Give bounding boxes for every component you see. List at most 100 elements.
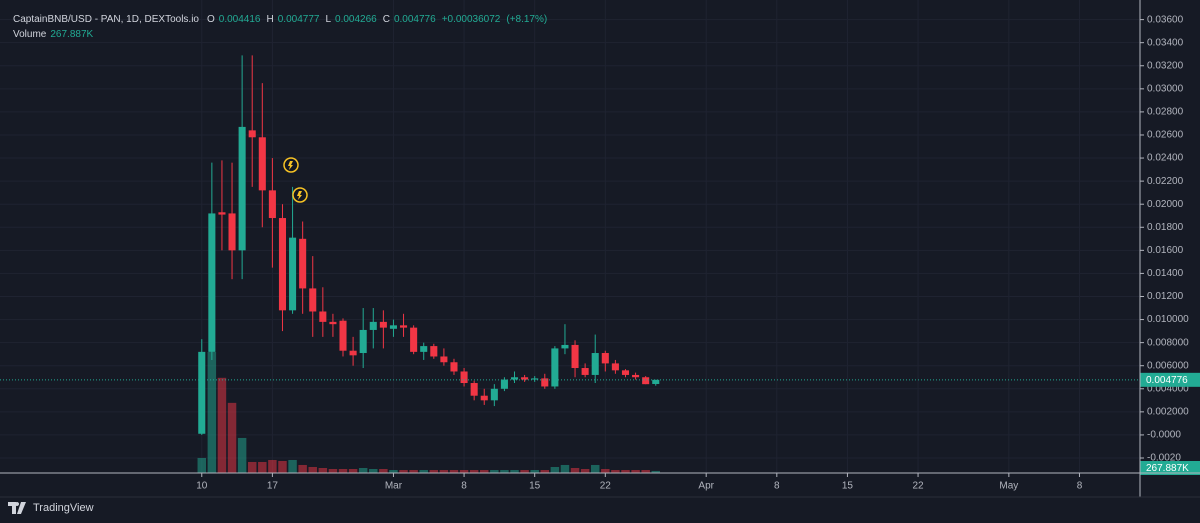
volume-bar [318, 467, 328, 473]
x-tick-label: 15 [529, 481, 541, 492]
y-tick-label: 0.03400 [1147, 37, 1184, 48]
y-tick-label: 0.01800 [1147, 222, 1184, 233]
logo [8, 502, 26, 514]
volume-bar [651, 470, 660, 473]
x-tick-label: Apr [698, 481, 714, 492]
y-tick-label: 0.02600 [1147, 130, 1184, 141]
last-price-box [1140, 372, 1200, 387]
y-tick-label: 0.03600 [1147, 14, 1184, 25]
volume-bar [530, 469, 539, 473]
candle-body [238, 126, 246, 251]
candle-body [561, 344, 569, 349]
y-tick-label: 0.03000 [1147, 83, 1184, 94]
volume-bar [560, 464, 570, 473]
volume-bar [197, 457, 207, 473]
volume-bar [439, 469, 449, 473]
y-tick-label: 0.02800 [1147, 107, 1184, 118]
y-tick-label: 0.02200 [1147, 176, 1184, 187]
volume-bar [207, 352, 217, 473]
volume-bar [570, 467, 580, 473]
candle-body [480, 395, 488, 401]
candle-body [510, 377, 519, 380]
candle-body [440, 356, 448, 363]
volume-bar [217, 377, 227, 473]
x-tick-label: 8 [774, 481, 780, 492]
volume-bar [268, 459, 277, 473]
ohlc-key: C [382, 14, 390, 25]
volume-bar [601, 468, 610, 473]
candle-body [389, 325, 397, 329]
volume-bar [611, 469, 620, 473]
candle-body [349, 350, 357, 356]
volume-bar [520, 469, 529, 473]
volume-bar [278, 460, 287, 473]
volume-bar [459, 469, 469, 473]
event-icon [283, 157, 299, 173]
candle-body [228, 213, 236, 251]
volume-bar [449, 469, 459, 473]
volume-bar [480, 469, 489, 473]
volume-bar [308, 466, 317, 473]
candle-body [400, 325, 408, 328]
volume-bar [298, 464, 307, 473]
footer: TradingView [8, 502, 94, 514]
ohlc-value: 0.004416 [218, 14, 261, 25]
x-tick-label: 17 [267, 481, 279, 492]
candle-body [490, 388, 498, 401]
volume-bar [379, 468, 388, 473]
volume-bar [247, 461, 257, 473]
y-tick-label: 0.02400 [1147, 153, 1184, 164]
y-tick-label: -0.0000 [1147, 430, 1181, 441]
candle-body [278, 218, 287, 311]
y-tick-label: 0.02000 [1147, 199, 1184, 210]
candle-body [531, 378, 539, 380]
candle-body [309, 288, 317, 312]
candle-body [289, 237, 297, 311]
volume-title: Volume [13, 29, 47, 40]
volume-bar [409, 469, 418, 473]
x-tick-label: May [999, 481, 1018, 492]
volume-bar [399, 469, 408, 473]
candle-body [379, 321, 387, 328]
volume-bar [429, 469, 439, 473]
volume-bar [389, 469, 398, 473]
ohlc-value: 0.004776 [393, 14, 436, 25]
volume-bar [621, 469, 630, 473]
candle-body [581, 368, 589, 375]
candle-body [470, 383, 478, 396]
volume-bar [288, 459, 297, 473]
volume-bar [419, 469, 428, 473]
volume-bar [580, 468, 590, 473]
ohlc-key: O [207, 14, 215, 25]
volume-bar [631, 469, 640, 473]
ohlc-key: L [325, 14, 332, 25]
y-tick-label: 0.006000 [1147, 360, 1189, 371]
volume-bar [258, 461, 267, 473]
candle-body [339, 320, 347, 351]
candle-body [460, 371, 468, 384]
candle-body [258, 137, 266, 191]
change-percent: (+8.17%) [506, 14, 548, 25]
volume-row: Volume 267.887K [13, 27, 549, 42]
volume-bar [358, 467, 368, 473]
candle-body [218, 212, 226, 215]
volume-bar [348, 468, 358, 473]
volume-bar [469, 469, 479, 473]
candle-body [208, 213, 216, 352]
x-tick-label: 22 [600, 481, 612, 492]
x-tick-label: 15 [842, 481, 854, 492]
x-tick-label: 8 [461, 481, 467, 492]
volume-bar [510, 469, 519, 473]
candle-body [410, 327, 418, 352]
candle-body [430, 346, 438, 357]
volume-bar [590, 464, 600, 473]
volume-bar [550, 466, 560, 473]
candle-body [632, 374, 640, 378]
volume-axis-label: 267.887K [1146, 463, 1189, 474]
volume-bar [641, 469, 650, 473]
x-tick-label: 8 [1077, 481, 1083, 492]
ohlc-value: 0.004777 [277, 14, 320, 25]
